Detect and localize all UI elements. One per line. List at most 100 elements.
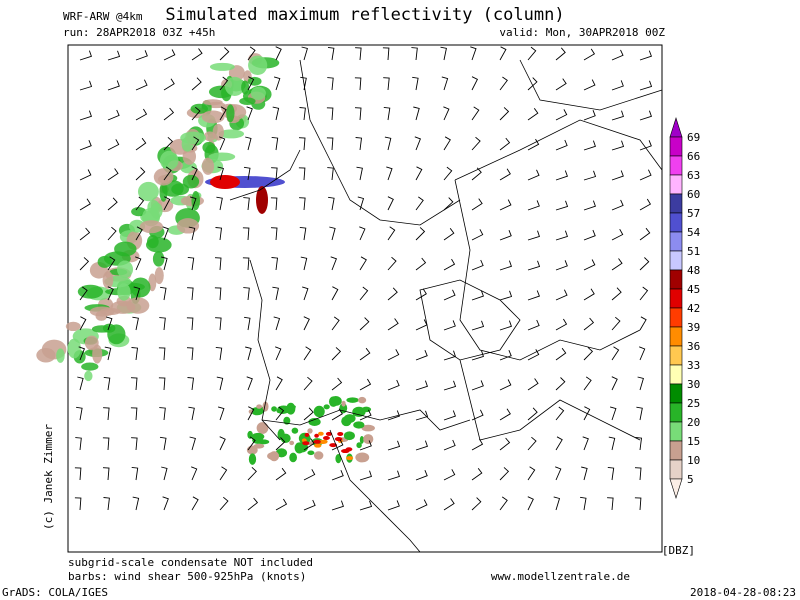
wind-barb [527, 260, 541, 271]
wind-barb [298, 167, 306, 181]
colorbar-label: 36 [687, 340, 700, 353]
colorbar-label: 15 [687, 435, 700, 448]
wind-barb [555, 230, 568, 241]
wind-barb [555, 260, 568, 271]
wind-barb [131, 437, 138, 451]
echo [289, 440, 295, 446]
wind-barb [413, 106, 420, 121]
wind-barb [499, 137, 511, 151]
wind-barb [303, 469, 316, 481]
border [419, 279, 521, 361]
echo [329, 443, 338, 448]
wind-barb [354, 77, 362, 91]
echo [171, 183, 190, 196]
wind-barb [499, 46, 507, 61]
wind-barb [79, 257, 90, 271]
wind-barb [583, 317, 595, 331]
colorbar-label: 30 [687, 378, 700, 391]
wind-barb [387, 379, 400, 391]
wind-barb [527, 349, 540, 361]
wind-barb [527, 378, 539, 391]
colorbar-label: 39 [687, 321, 700, 334]
wind-barb [135, 167, 146, 181]
wind-barb [611, 287, 622, 301]
echo [182, 174, 200, 189]
colorbar-swatch [669, 307, 683, 328]
wind-barb [159, 407, 166, 421]
colorbar: 69 66 63 60 57 54 51 48 45 42 39 36 33 30 25 20 15 10 5 [669, 117, 701, 499]
echo [102, 271, 114, 289]
wind-barb [76, 406, 83, 421]
wind-barb [161, 256, 168, 271]
wind-barb [415, 196, 424, 211]
echo [343, 414, 356, 423]
wind-barb [471, 229, 484, 241]
wind-barb [387, 256, 397, 271]
echo [65, 321, 81, 332]
wind-barb [387, 440, 401, 451]
wind-barb [330, 256, 337, 271]
echo [180, 131, 206, 145]
wind-barb [580, 496, 587, 511]
colorbar-label: 66 [687, 150, 700, 163]
wind-barb [639, 110, 652, 121]
wind-barb [191, 166, 198, 181]
colorbar-swatch [669, 155, 683, 176]
wind-barb [191, 496, 199, 511]
colorbar-swatch [669, 136, 683, 157]
echo [356, 442, 362, 449]
echo [139, 220, 164, 234]
wind-barb [163, 166, 172, 181]
echo [328, 396, 338, 407]
wind-barb [634, 467, 642, 481]
echo [355, 452, 370, 463]
wind-barb [415, 470, 428, 481]
colorbar-swatch [669, 459, 683, 480]
border [454, 179, 641, 361]
wind-barb [356, 166, 363, 181]
wind-barb [359, 226, 366, 241]
wind-barb [303, 499, 316, 511]
wind-barb [443, 410, 456, 421]
wind-barb [387, 410, 400, 421]
wind-barb [79, 50, 92, 61]
wind-barb [639, 346, 646, 361]
colorbar-swatch [669, 250, 683, 271]
wind-barb [384, 136, 392, 151]
wind-barb [499, 437, 511, 451]
wind-barb [163, 107, 175, 121]
echo [77, 284, 104, 299]
wind-barb [471, 350, 484, 361]
wind-barb [79, 110, 92, 121]
wind-barb [527, 407, 538, 421]
wind-barb [298, 137, 306, 151]
wind-barb [162, 496, 169, 511]
wind-barb [275, 346, 282, 361]
wind-barb [443, 106, 450, 121]
wind-barb [555, 139, 568, 151]
wind-barb [471, 167, 482, 181]
wind-barb [303, 438, 315, 451]
wind-barb [79, 286, 88, 301]
wind-barb [271, 136, 279, 151]
wind-barb [471, 76, 479, 91]
echo [89, 306, 115, 317]
wind-barb [471, 497, 482, 511]
echo [346, 397, 359, 403]
colorbar-swatch [669, 402, 683, 423]
colorbar-label: 33 [687, 359, 700, 372]
colorbar-swatch [669, 193, 683, 214]
wind-barb [583, 79, 596, 91]
echo [318, 431, 324, 436]
wind-barb [414, 136, 421, 151]
wind-barb [216, 196, 223, 211]
echo [353, 421, 365, 429]
wind-barb [331, 377, 343, 391]
wind-barb [104, 346, 112, 361]
wind-barb [527, 319, 540, 331]
wind-barb [300, 256, 308, 271]
colorbar-label: 57 [687, 207, 700, 220]
echo [357, 396, 367, 404]
wind-barb [135, 79, 148, 91]
wind-barb [103, 407, 110, 421]
